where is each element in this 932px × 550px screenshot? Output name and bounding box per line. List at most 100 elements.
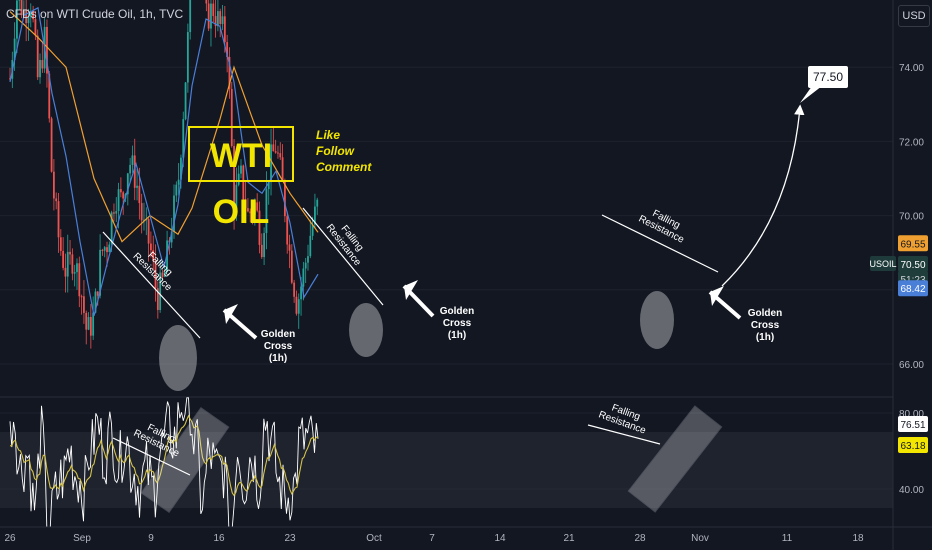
candle-body xyxy=(316,199,319,207)
candle-body xyxy=(136,185,138,188)
golden-cross-label: Golden xyxy=(261,329,295,340)
candle-body xyxy=(297,299,300,314)
candle-body xyxy=(304,262,307,269)
candle-body xyxy=(223,16,226,43)
y-tick-label: 66.00 xyxy=(899,360,924,371)
candle-body xyxy=(62,250,65,268)
candle-body xyxy=(20,0,23,16)
candle-body xyxy=(219,11,222,24)
candle-body xyxy=(182,119,185,158)
golden-cross-label: (1h) xyxy=(269,353,287,364)
candle-body xyxy=(277,152,279,154)
candle-body xyxy=(59,237,62,251)
candle-body xyxy=(106,247,108,253)
candle-body xyxy=(240,165,242,174)
candle-body xyxy=(131,155,134,165)
candle-body xyxy=(41,60,44,69)
price-axis: 66.0068.0070.0072.0074.0076.0078.0040.00… xyxy=(869,63,928,496)
candle-body xyxy=(78,263,81,297)
candle-body xyxy=(115,211,118,214)
candle-body xyxy=(57,201,60,238)
candle-body xyxy=(159,272,162,310)
candle-body xyxy=(50,118,53,172)
candle-body xyxy=(122,192,125,199)
time-axis: 26 Sep 9 16 23 Oct 7 14 21 28 Nov 11 18 xyxy=(0,526,932,544)
candle-body xyxy=(263,233,265,258)
x-tick-label: 28 xyxy=(634,533,646,544)
price-tag-text: 68.42 xyxy=(900,284,925,295)
candle-body xyxy=(295,296,298,314)
currency-button[interactable]: USD xyxy=(898,5,930,27)
falling-resistance-line xyxy=(102,231,201,339)
symbol-title: CFDs on WTI Crude Oil, 1h, TVC xyxy=(6,7,184,21)
candle-body xyxy=(214,16,217,27)
candle-body xyxy=(228,56,231,89)
candle-body xyxy=(13,38,16,60)
rsi-ma-line xyxy=(9,414,319,497)
candle-body xyxy=(18,0,21,1)
candle-body xyxy=(48,73,51,119)
candle-body xyxy=(260,244,263,258)
candle-body xyxy=(138,185,141,204)
rsi-channel-rect xyxy=(627,405,723,513)
candle-body xyxy=(80,296,83,298)
candle-body xyxy=(279,153,282,158)
candle-body xyxy=(66,251,69,277)
x-tick-label: 11 xyxy=(782,533,793,544)
candle-body xyxy=(46,26,48,74)
candle-body xyxy=(143,219,145,221)
candle-body xyxy=(230,88,233,147)
candle-body xyxy=(210,3,212,29)
candle-body xyxy=(314,206,316,225)
candle-body xyxy=(256,202,259,211)
ema-orange-line xyxy=(9,11,319,243)
cta-follow: Follow xyxy=(316,144,354,158)
price-tag xyxy=(898,416,928,432)
candle-body xyxy=(76,263,78,273)
candle-body xyxy=(39,60,41,78)
target-callout-tail xyxy=(800,86,822,103)
price-tag xyxy=(898,256,928,272)
candle-body xyxy=(233,146,235,213)
candle-body xyxy=(249,211,252,214)
candle-body xyxy=(52,171,55,199)
candle-body xyxy=(177,179,180,185)
candle-body xyxy=(9,78,11,80)
x-tick-label: Sep xyxy=(73,533,91,544)
target-callout-box xyxy=(808,66,848,88)
candle-body xyxy=(309,235,312,257)
golden-cross-arrowhead xyxy=(710,286,724,306)
candle-body xyxy=(129,164,132,174)
candle-body xyxy=(89,317,92,336)
candle-body xyxy=(154,260,157,289)
golden-cross-label: (1h) xyxy=(448,330,466,341)
rsi-channel-rect xyxy=(140,406,230,514)
symbol-badge-text: USOIL xyxy=(869,259,896,269)
candle-body xyxy=(69,251,71,255)
moving-averages xyxy=(9,6,319,316)
candle-body xyxy=(140,203,143,221)
x-tick-label: 21 xyxy=(563,533,575,544)
candle-body xyxy=(226,42,229,57)
target-callout-text: 77.50 xyxy=(813,70,843,84)
candle-body xyxy=(64,267,67,277)
cta-like: Like xyxy=(316,128,341,142)
candle-body xyxy=(189,0,192,33)
candle-body xyxy=(247,208,249,212)
candle-body xyxy=(113,212,115,214)
cta-comment: Comment xyxy=(316,160,372,174)
candle-body xyxy=(71,254,74,274)
candle-body xyxy=(267,181,270,190)
ema-blue-line xyxy=(9,6,319,316)
candle-body xyxy=(253,202,256,215)
candle-body xyxy=(108,244,111,253)
bottom-highlight xyxy=(640,291,674,349)
candle-body xyxy=(207,3,210,29)
candle-body xyxy=(32,11,34,20)
candle-body xyxy=(212,3,215,17)
candle-body xyxy=(186,32,189,83)
falling-resistance-line xyxy=(601,214,719,273)
x-tick-label: 16 xyxy=(213,533,225,544)
